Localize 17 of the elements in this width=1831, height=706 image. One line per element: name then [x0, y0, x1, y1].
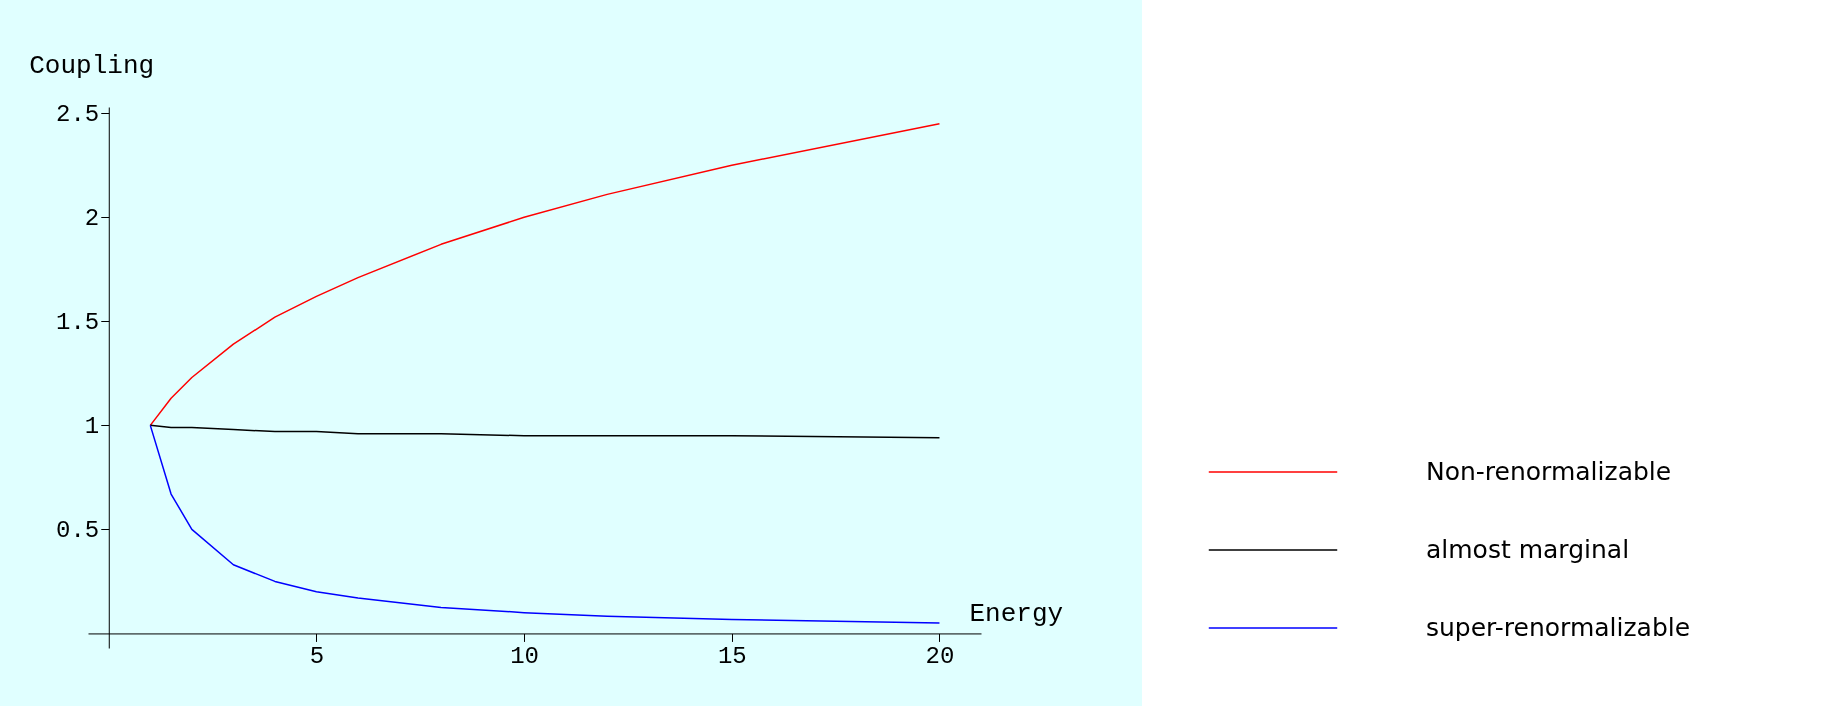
line-series [149, 122, 941, 427]
line-series [149, 424, 941, 439]
y-tick-label: 0.5 [56, 516, 100, 544]
text: Non-renormalizable [1426, 457, 1672, 486]
y-tick-label: 2 [84, 204, 100, 232]
text: super-renormalizable [1426, 613, 1691, 642]
x-tick-label: 20 [925, 642, 955, 670]
y-tick-label: 1 [84, 412, 100, 440]
y-tick-label: 2.5 [56, 100, 100, 128]
line-series [149, 424, 941, 624]
text: almost marginal [1426, 535, 1630, 564]
y-axis-title: Coupling [29, 50, 155, 81]
y-tick-label: 1.5 [56, 308, 100, 336]
x-tick-label: 5 [309, 642, 325, 670]
x-axis-title: Energy [969, 598, 1064, 629]
x-tick-label: 10 [510, 642, 540, 670]
x-tick-label: 15 [717, 642, 747, 670]
